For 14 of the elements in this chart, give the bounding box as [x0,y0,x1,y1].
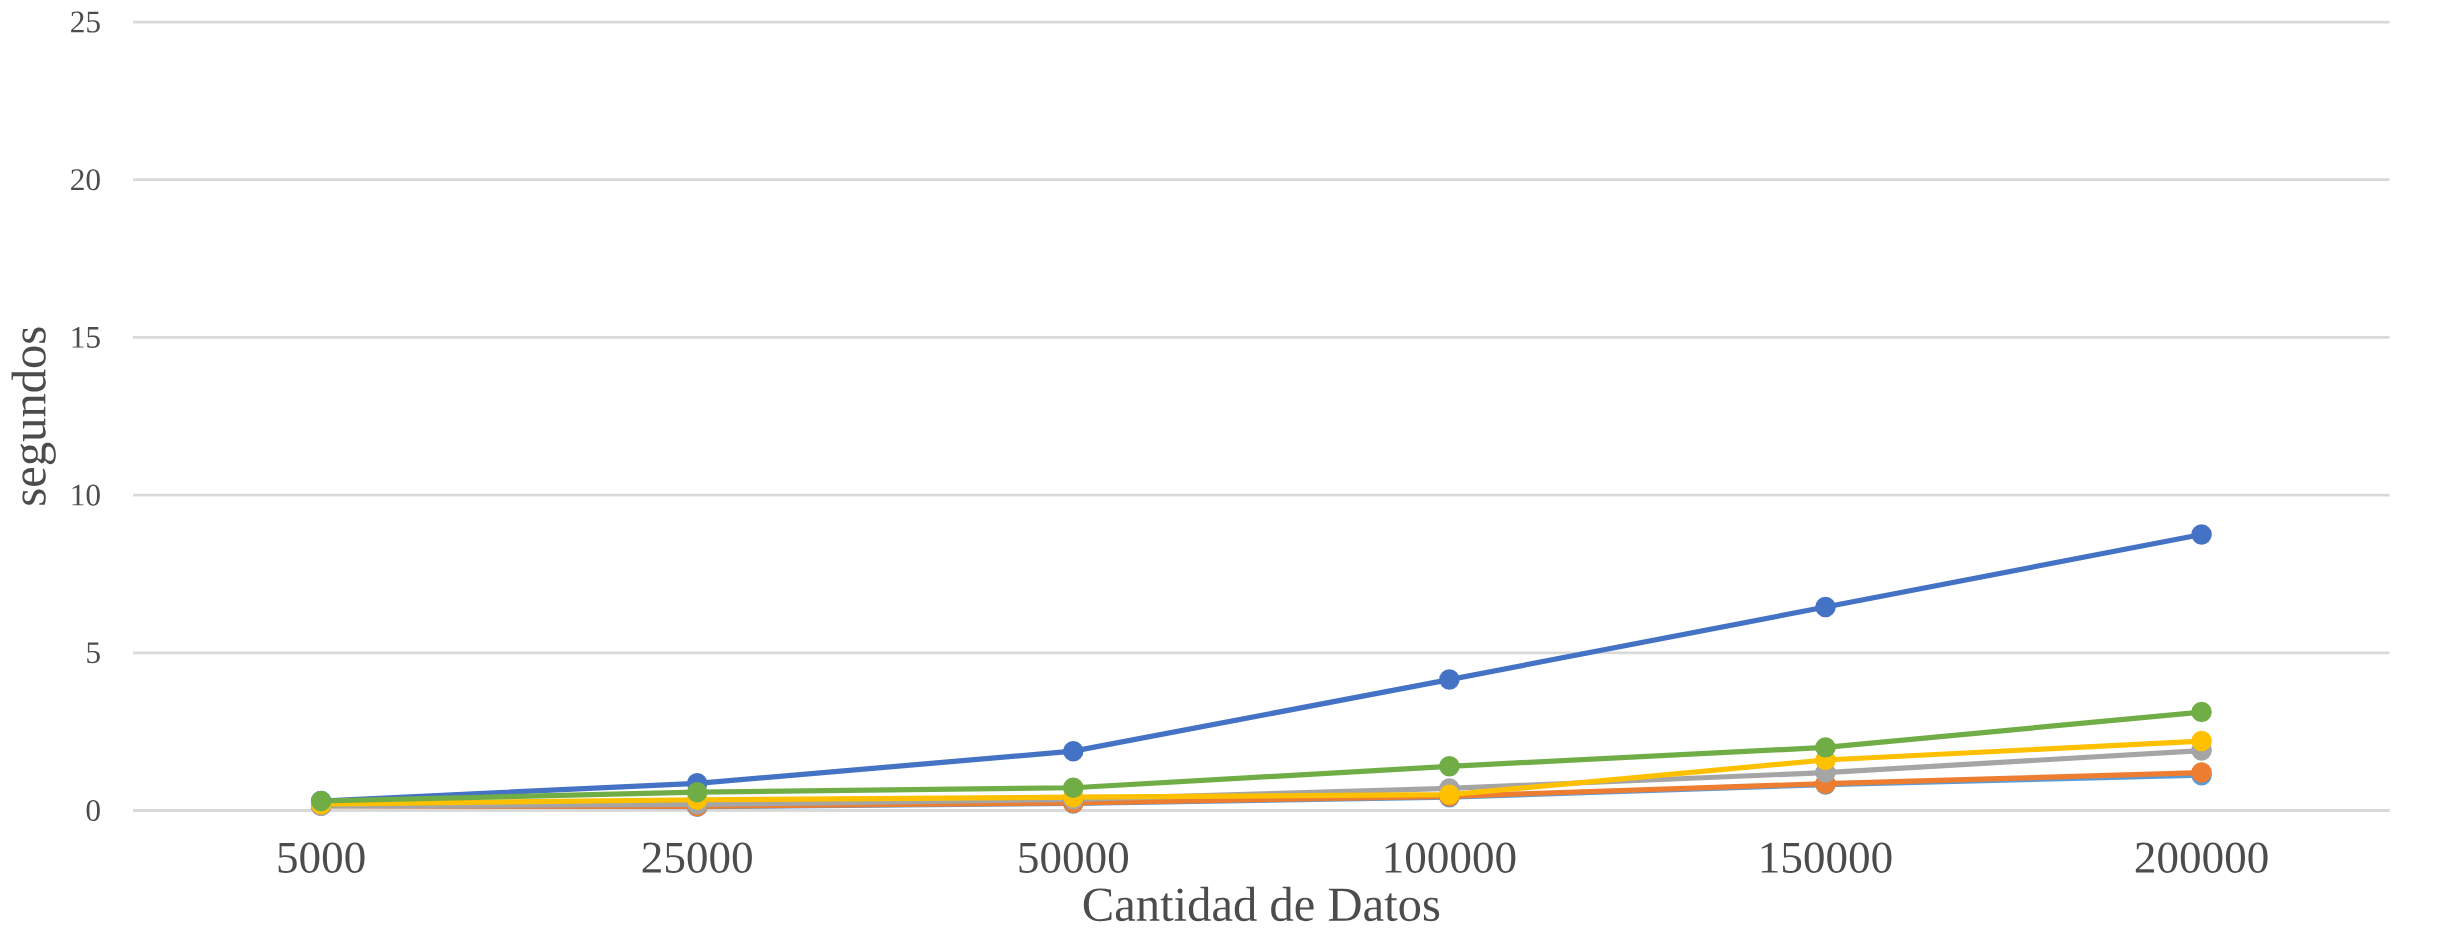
y-tick-label: 10 [72,484,100,506]
x-tick-label: 5000 [278,842,365,874]
x-tick-label: 150000 [1761,842,1892,874]
x-axis-title: Cantidad de Datos [1083,887,1440,922]
y-tick-label: 15 [72,327,100,349]
x-tick-label: 200000 [2135,842,2268,874]
y-tick-label: 20 [71,169,100,191]
x-tick-label: 25000 [642,842,752,874]
y-tick-label: 5 [87,642,100,664]
y-tick-label: 25 [71,11,100,33]
y-axis-title: segundos [11,327,56,505]
x-tick-label: 50000 [1019,842,1128,874]
y-tick-label: 0 [86,800,100,822]
x-tick-label: 100000 [1385,842,1516,874]
